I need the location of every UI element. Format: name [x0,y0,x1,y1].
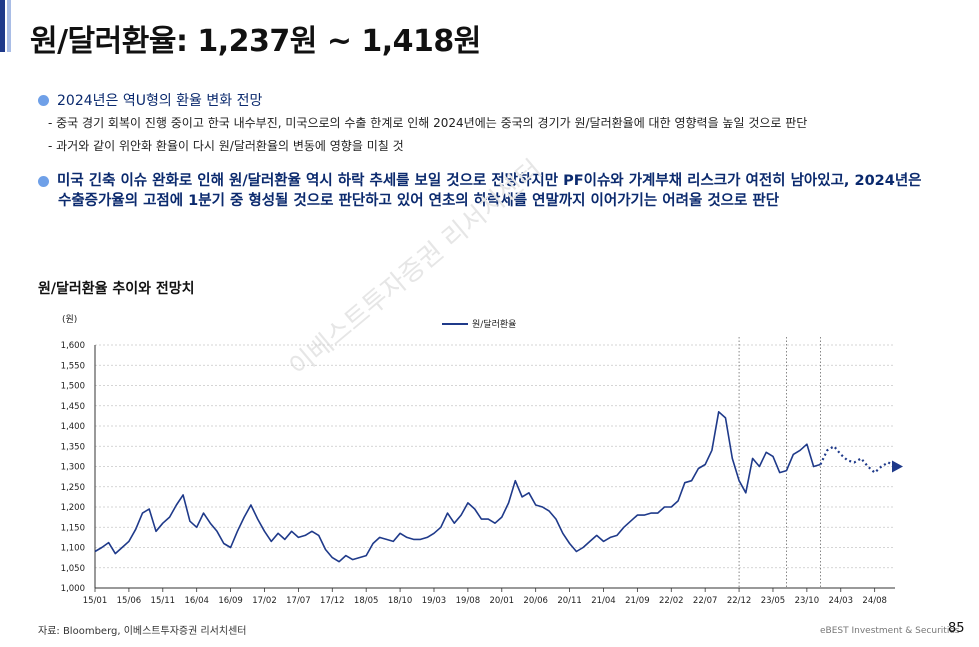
x-tick-label: 22/07 [693,596,718,606]
x-tick-label: 21/09 [625,596,650,606]
x-tick-label: 20/11 [557,596,582,606]
bullet-1-heading: 2024년은 역U형의 환율 변화 전망 [38,90,262,110]
series-line-actual [94,410,821,563]
bullet-dot-icon [38,175,49,187]
x-tick-label: 22/02 [659,596,684,606]
x-tick-label: 24/08 [862,596,887,606]
x-tick-label: 23/05 [761,596,786,606]
y-tick-label: 1,600 [61,341,85,351]
x-tick-label: 24/03 [829,596,854,606]
bullet-2-line-2: 수출증가율의 고점에 1분기 중 형성될 것으로 판단하고 있어 연초의 하락세… [58,193,780,209]
x-tick-label: 17/12 [320,596,345,606]
series-line-forecast [819,445,896,474]
title-accent-bar-light [7,0,11,52]
x-tick-label: 15/06 [117,596,142,606]
y-tick-label: 1,250 [61,483,85,493]
x-tick-label: 15/01 [83,596,108,606]
page-title: 원/달러환율: 1,237원 ~ 1,418원 [30,24,481,59]
legend-label: 원/달러환율 [472,318,516,330]
chart-title: 원/달러환율 추이와 전망치 [38,281,195,297]
y-tick-label: 1,050 [61,564,85,574]
x-tick-label: 18/10 [388,596,413,606]
page-number: 85 [948,621,965,636]
y-tick-label: 1,150 [61,523,85,533]
x-tick-label: 16/09 [218,596,243,606]
x-tick-label: 16/04 [184,596,209,606]
y-tick-label: 1,400 [61,422,85,432]
y-tick-label: 1,550 [61,361,85,371]
source-note: 자료: Bloomberg, 이베스트투자증권 리서치센터 [38,626,247,637]
y-tick-label: 1,200 [61,503,85,513]
x-tick-label: 23/10 [795,596,820,606]
bullet-dot-icon [38,94,49,106]
y-tick-label: 1,350 [61,442,85,452]
bullet-1-text: 2024년은 역U형의 환율 변화 전망 [57,93,263,109]
x-tick-label: 17/02 [252,596,277,606]
x-tick-label: 20/06 [523,596,548,606]
x-tick-label: 18/05 [354,596,379,606]
x-tick-label: 17/07 [286,596,311,606]
y-tick-label: 1,450 [61,402,85,412]
x-tick-label: 20/01 [490,596,515,606]
x-tick-label: 19/08 [456,596,481,606]
bullet-1-sub-1: - 중국 경기 회복이 진행 중이고 한국 내수부진, 미국으로의 수출 한계로… [48,116,808,130]
y-tick-label: 1,100 [61,544,85,554]
x-tick-label: 15/11 [151,596,176,606]
bullet-2-line-1: 미국 긴축 이슈 완화로 인해 원/달러환율 역시 하락 추세를 보일 것으로 … [57,173,922,189]
x-tick-label: 19/03 [422,596,447,606]
forecast-arrow-icon [892,460,903,473]
y-tick-label: 1,500 [61,382,85,392]
x-tick-label: 21/04 [591,596,616,606]
x-tick-label: 22/12 [727,596,752,606]
y-tick-label: 1,300 [61,463,85,473]
y-tick-label: 1,000 [61,584,85,594]
title-accent-bar [0,0,5,52]
footer-company: eBEST Investment & Securities [820,626,960,636]
bullet-2: 미국 긴축 이슈 완화로 인해 원/달러환율 역시 하락 추세를 보일 것으로 … [38,171,922,211]
y-axis-unit: (원) [62,314,77,325]
bullet-1-sub-2: - 과거와 같이 위안화 환율이 다시 원/달러환율의 변동에 영향을 미칠 것 [48,139,404,153]
